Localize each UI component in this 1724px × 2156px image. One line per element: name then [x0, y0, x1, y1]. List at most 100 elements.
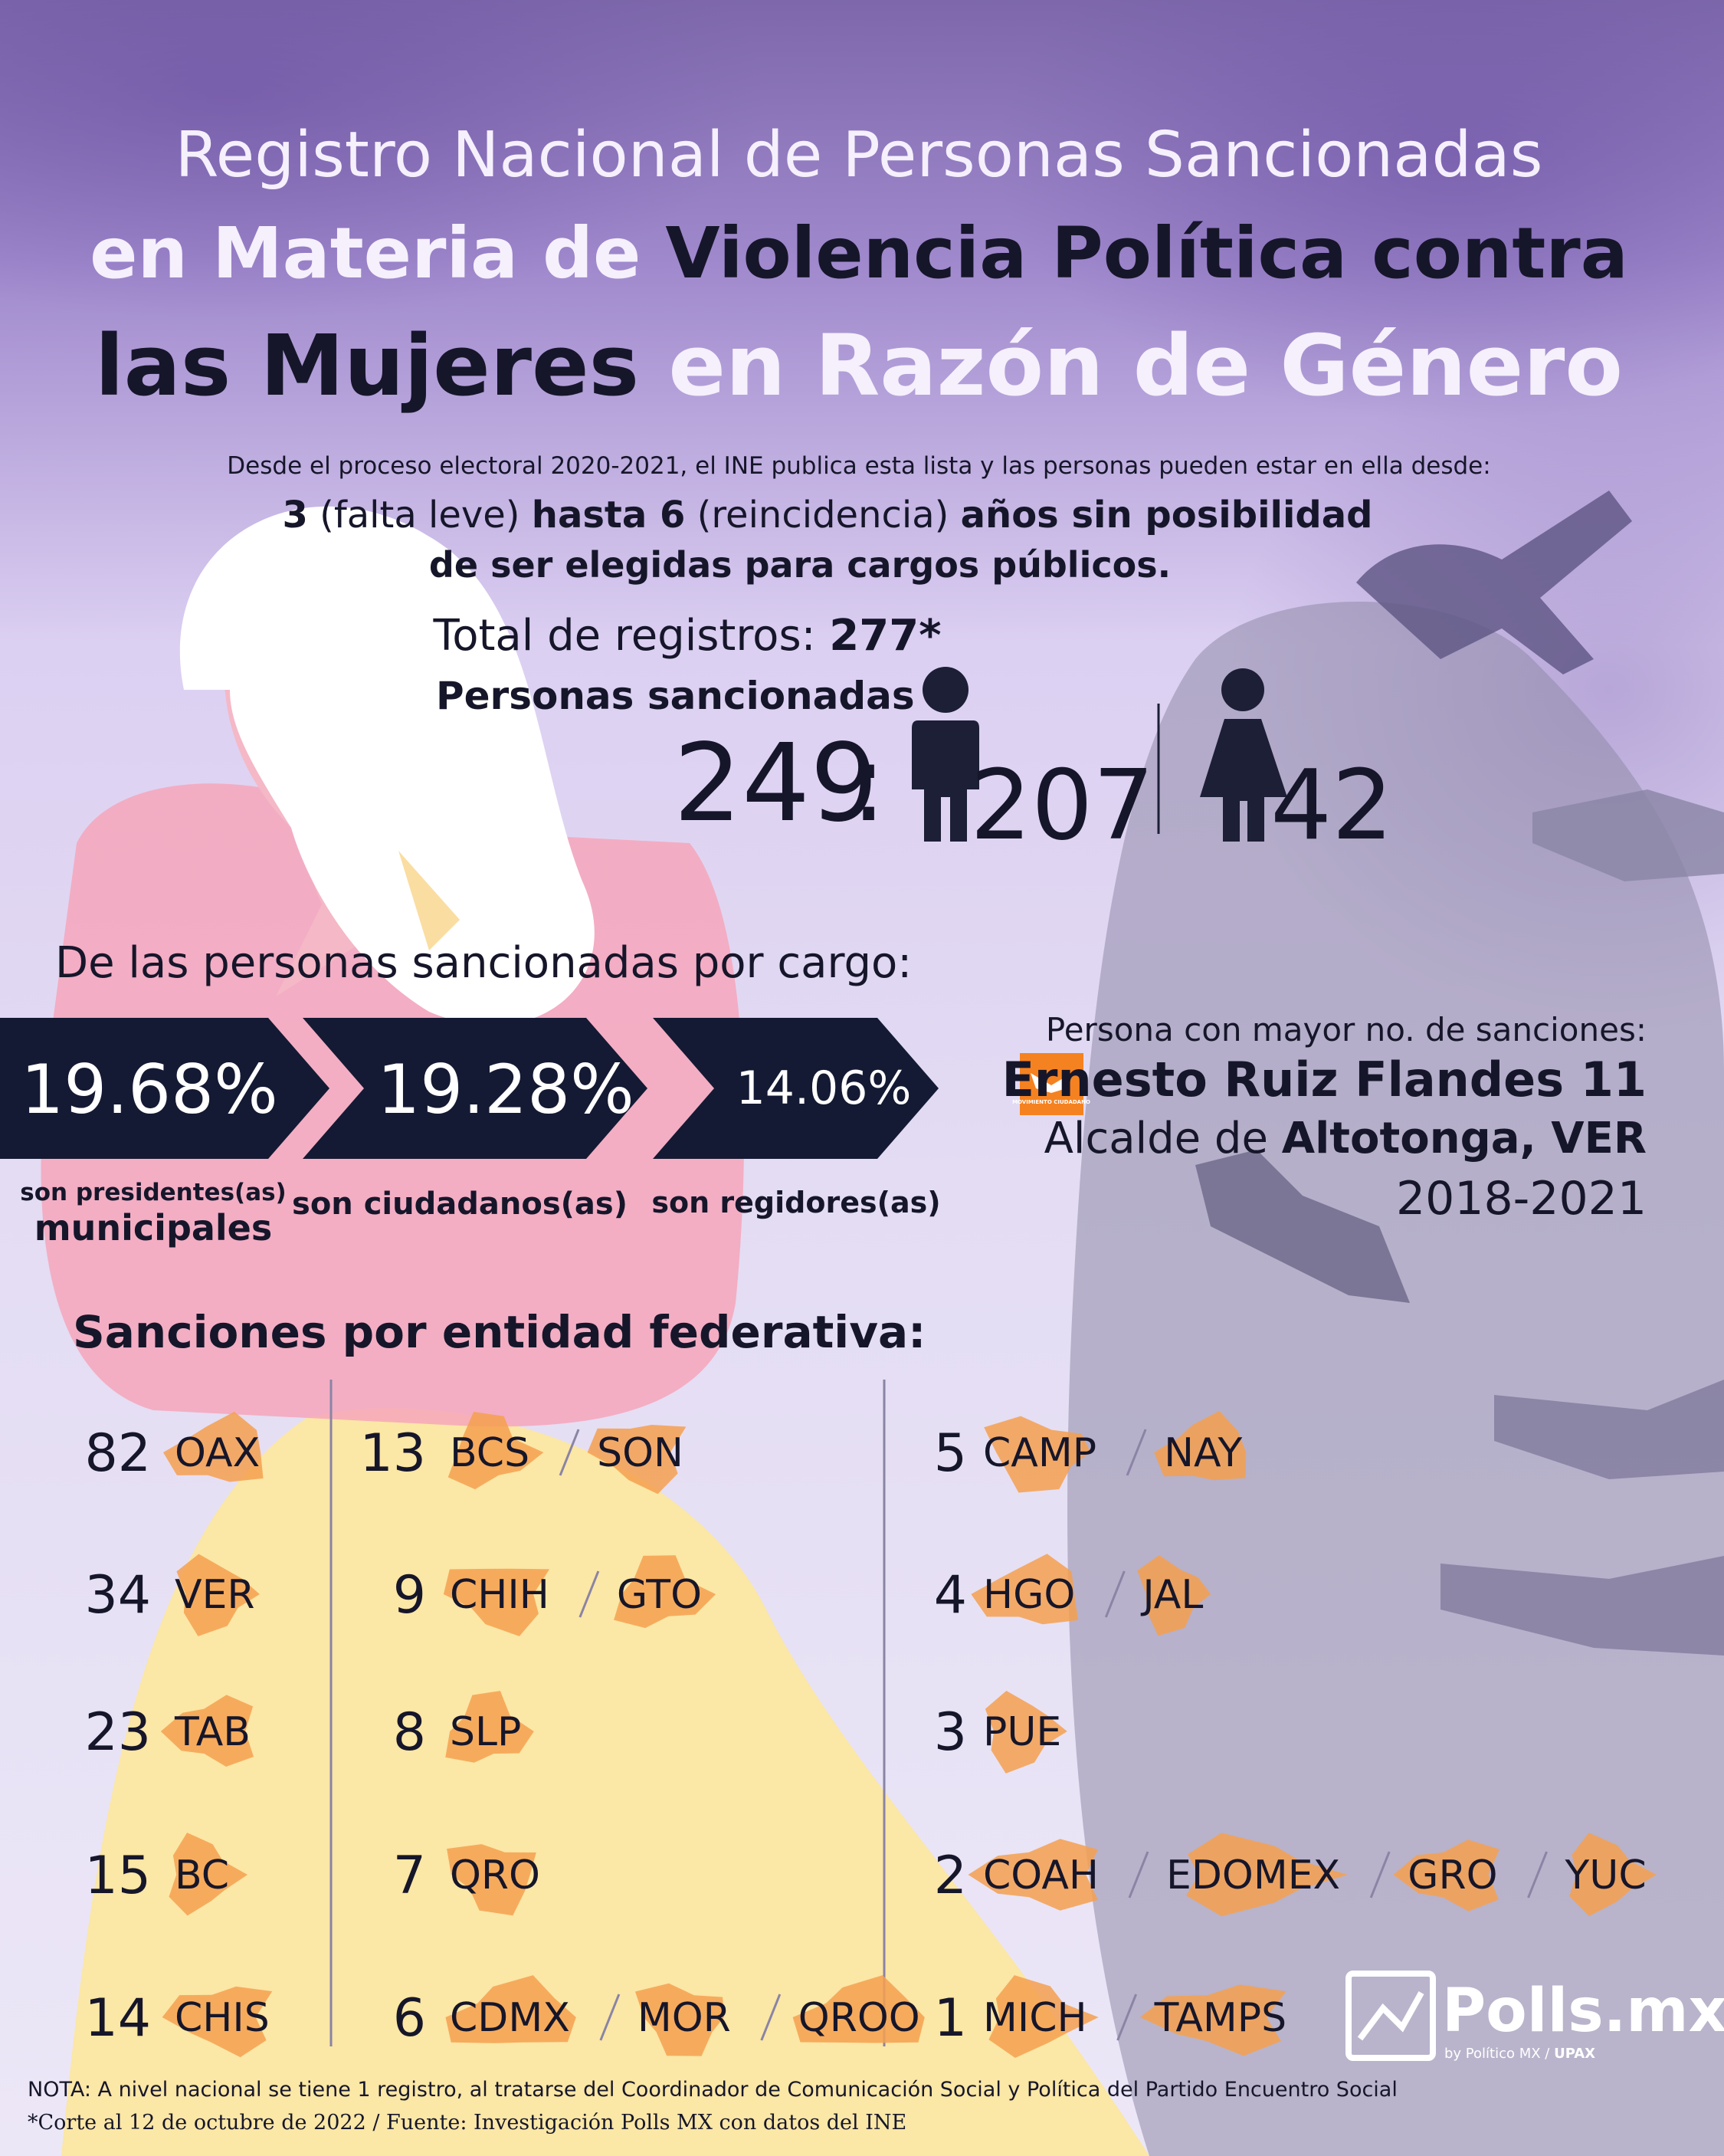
state-count: 6: [393, 1988, 426, 2049]
party-logo-mark: [1031, 1073, 1072, 1093]
state-label: QROO: [798, 1995, 920, 2041]
title-line: en Materia de Violencia Política contra: [90, 212, 1628, 294]
state-label: TAMPS: [1154, 1995, 1287, 2041]
note: *Corte al 12 de octubre de 2022 / Fuente…: [28, 2111, 906, 2135]
state-shape: [587, 1425, 687, 1495]
role-arrow: [303, 1018, 647, 1159]
top-period: 2018-2021: [1396, 1172, 1647, 1226]
state-label: BCS: [450, 1430, 529, 1476]
state-count: 2: [934, 1846, 967, 1906]
state-count: 14: [84, 1988, 151, 2049]
intro-part: (reincidencia): [697, 494, 949, 537]
state-label: NAY: [1164, 1430, 1242, 1476]
state-label: SLP: [450, 1709, 521, 1755]
state-separator: [1104, 1570, 1126, 1618]
state-label: TAB: [174, 1709, 251, 1755]
state-label: CHIS: [175, 1995, 270, 2041]
hair: [179, 506, 595, 1025]
states-heading: Sanciones por entidad federativa:: [73, 1306, 926, 1358]
state-shape: [985, 1691, 1067, 1774]
role-pct: 19.68%: [21, 1050, 278, 1129]
state-label: MICH: [983, 1995, 1087, 2041]
state-count: 34: [84, 1565, 151, 1626]
state-count: 13: [359, 1423, 426, 1484]
hand: [1440, 1556, 1724, 1656]
role-pct: 14.06%: [736, 1062, 912, 1115]
state-label: QRO: [450, 1852, 540, 1898]
top-role: Alcalde de Altotonga, VER: [1044, 1114, 1647, 1163]
state-count: 82: [84, 1423, 151, 1484]
state-count: 3: [934, 1702, 967, 1763]
collar: [398, 851, 460, 950]
state-label: BC: [175, 1852, 229, 1898]
state-shape: [968, 1839, 1098, 1911]
state-label: YUC: [1565, 1852, 1647, 1898]
woman-icon: [1200, 668, 1287, 842]
state-label: VER: [175, 1572, 255, 1618]
intro: Desde el proceso electoral 2020-2021, el…: [227, 452, 1490, 480]
state-shape: [176, 1554, 260, 1636]
title-line: las Mujeres en Razón de Género: [95, 317, 1623, 415]
role-pct: 19.28%: [377, 1050, 634, 1129]
state-label: JAL: [1140, 1572, 1203, 1618]
state-label: CAMP: [983, 1430, 1096, 1476]
logo-line: [1357, 1991, 1424, 2041]
state-shape: [445, 1975, 576, 2043]
total-label: Total de registros:: [433, 611, 816, 661]
state-shape: [1186, 1833, 1348, 1917]
state-label: CHIH: [450, 1572, 549, 1618]
map-veracruz: [1195, 1150, 1410, 1303]
state-label: CDMX: [450, 1995, 570, 2041]
state-label: SON: [597, 1430, 683, 1476]
title-part: las Mujeres: [95, 317, 639, 415]
hand: [1494, 1380, 1724, 1479]
party-logo-text: MOVIMIENTO CIUDADANO: [1012, 1099, 1090, 1105]
note: NOTA: A nivel nacional se tiene 1 regist…: [28, 2078, 1398, 2102]
haze: [0, 0, 766, 322]
role-desc: son regidores(as): [651, 1186, 940, 1219]
state-shape: [163, 1411, 264, 1482]
men-count: 207: [970, 749, 1155, 861]
man-icon: [912, 667, 979, 842]
dress: [61, 1408, 1149, 2156]
state-separator: [578, 1570, 600, 1618]
state-count: 9: [393, 1565, 426, 1626]
state-shape: [1137, 1555, 1211, 1636]
state-shape: [160, 1695, 254, 1767]
state-separator: [1527, 1851, 1548, 1898]
role-arrow: [653, 1018, 939, 1159]
state-shape: [169, 1833, 247, 1916]
role-desc: son presidentes(as): [20, 1179, 286, 1206]
logo-by-text: by Político MX: [1444, 2046, 1541, 2062]
state-label: EDOMEX: [1166, 1852, 1340, 1898]
title-part: en Materia de: [90, 212, 641, 294]
separator: :: [851, 721, 887, 846]
role-arrow: [0, 1018, 329, 1159]
intro-emphasis: de ser elegidas para cargos públicos.: [429, 544, 1171, 586]
state-separator: [1126, 1429, 1147, 1476]
state-count: 1: [934, 1988, 967, 2049]
state-label: GRO: [1408, 1852, 1497, 1898]
state-shape: [988, 1975, 1099, 2058]
state-shape: [971, 1554, 1078, 1625]
state-shape: [792, 1975, 925, 2043]
total-value: 277*: [829, 611, 941, 661]
state-count: 4: [934, 1565, 967, 1626]
top-place: Altotonga, VER: [1282, 1114, 1647, 1163]
sanctioned-total: 249: [674, 721, 878, 846]
logo-by: by Político MX / UPAX: [1444, 2046, 1595, 2062]
top-name: Ernesto Ruiz Flandes 11: [1002, 1052, 1647, 1108]
state-count: 7: [393, 1846, 426, 1906]
state-shape: [1393, 1839, 1499, 1912]
state-label: GTO: [617, 1572, 702, 1618]
state-shape: [1139, 1984, 1286, 2056]
state-count: 15: [84, 1846, 151, 1906]
party-logo: [1020, 1053, 1083, 1115]
shadow-figure: [1067, 602, 1724, 2156]
state-shape: [635, 1983, 724, 2056]
total: Total de registros: 277*: [433, 611, 942, 661]
state-shape: [443, 1568, 550, 1636]
